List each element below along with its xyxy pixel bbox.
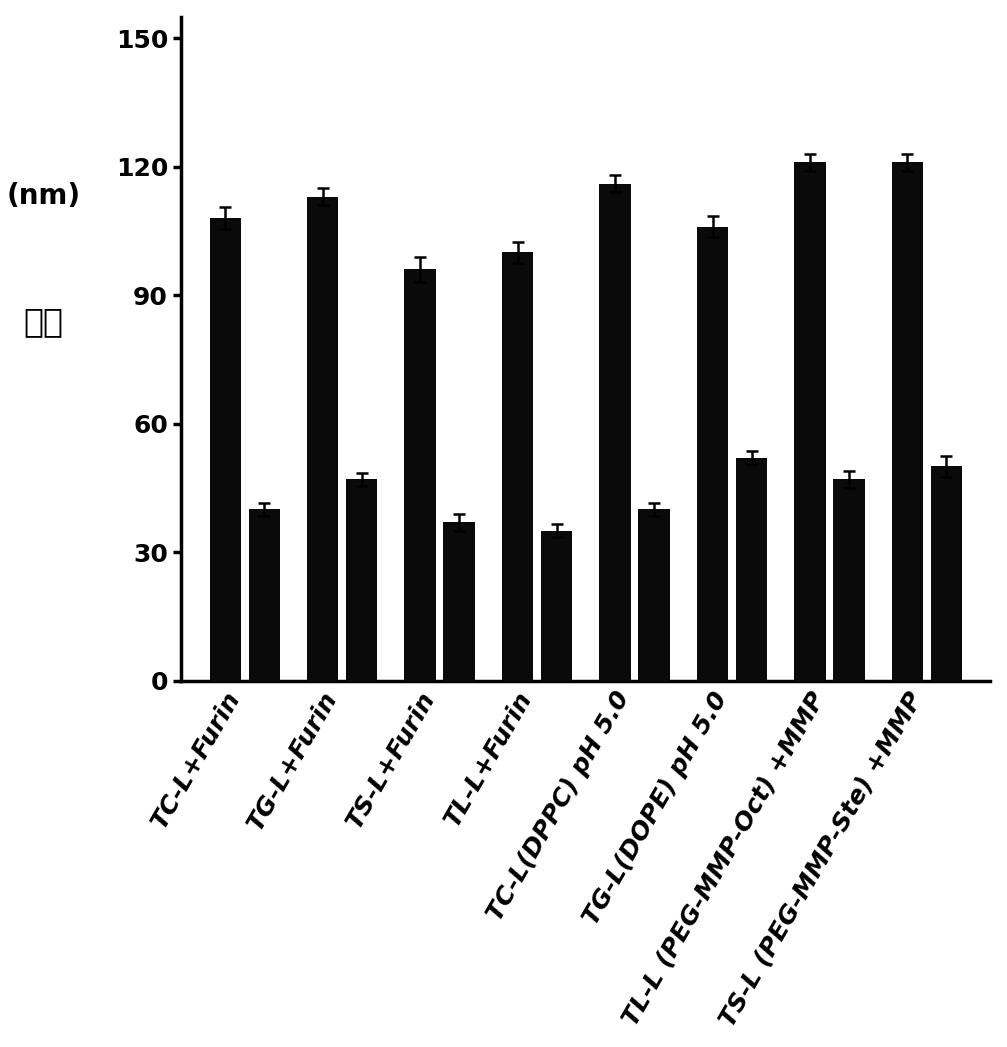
Bar xyxy=(892,162,923,681)
Bar xyxy=(834,480,865,681)
Bar xyxy=(795,162,826,681)
Bar xyxy=(249,509,280,681)
Text: 粒径: 粒径 xyxy=(24,306,63,338)
Bar xyxy=(346,480,378,681)
Bar xyxy=(599,183,630,681)
Bar xyxy=(697,226,728,681)
Bar xyxy=(307,197,338,681)
Bar xyxy=(930,466,962,681)
Bar xyxy=(638,509,670,681)
Bar xyxy=(541,531,572,681)
Bar xyxy=(736,458,767,681)
Bar xyxy=(501,252,533,681)
Bar xyxy=(405,269,436,681)
Text: (nm): (nm) xyxy=(7,182,81,209)
Bar xyxy=(443,522,474,681)
Bar xyxy=(209,218,241,681)
